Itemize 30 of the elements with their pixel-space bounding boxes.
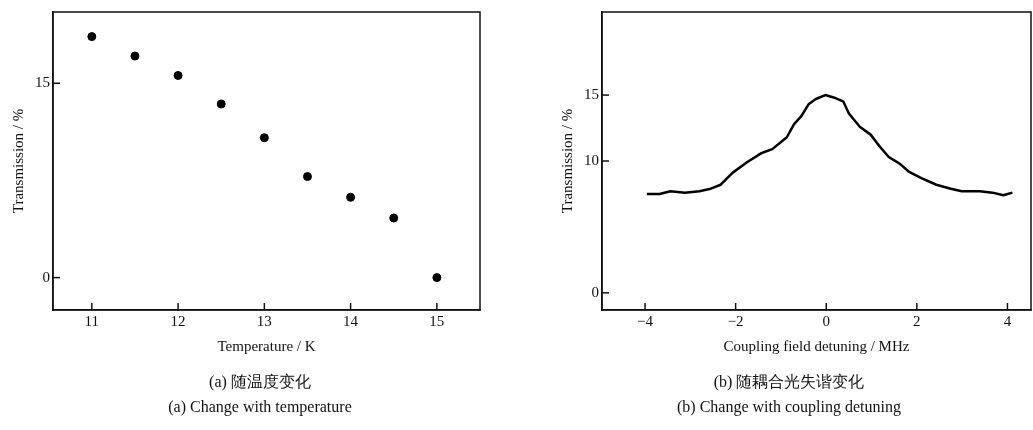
x-tick-label: −4 [637, 312, 654, 329]
point [87, 32, 97, 42]
x-tick-label: 14 [343, 312, 359, 329]
y-tick-label: 10 [584, 151, 599, 168]
y-tick-label: 0 [591, 283, 599, 300]
point [432, 273, 442, 283]
x-tick-label: 15 [429, 312, 445, 329]
text: (a) 随温度变化 [208, 372, 312, 393]
x-tick-label: −2 [727, 312, 744, 329]
y-tick-label: 15 [584, 86, 599, 103]
text: (b) 随耦合光失谐变化 [712, 372, 866, 393]
x-tick-label: 11 [84, 312, 100, 329]
x-tick-label: 12 [170, 312, 186, 329]
x-tick-label: 4 [1003, 312, 1012, 329]
point [302, 172, 312, 182]
y-axis-title: Transmission / % [9, 108, 26, 214]
x-axis-title: Temperature / K [217, 337, 316, 354]
x-axis-title: Coupling field detuning / MHz [723, 337, 910, 354]
point [259, 133, 269, 143]
y-axis-title: Transmission / % [558, 108, 575, 214]
point [346, 192, 356, 202]
text: (b) Change with coupling detuning [676, 398, 902, 416]
x-tick-label: 0 [822, 312, 830, 329]
text: (a) Change with temperature [167, 398, 353, 416]
point [173, 70, 183, 80]
point [216, 99, 226, 109]
point [130, 51, 140, 61]
x-tick-label: 2 [913, 312, 921, 329]
x-tick-label: 13 [256, 312, 272, 329]
point [389, 213, 399, 223]
